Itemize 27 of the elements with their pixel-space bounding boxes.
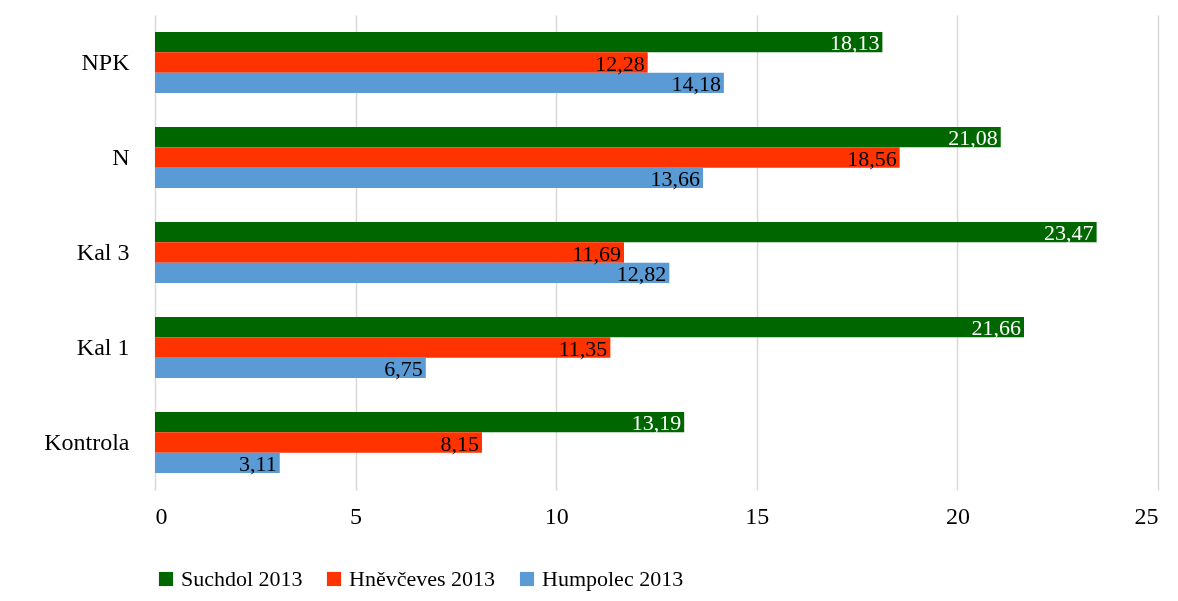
- data-label: 6,75: [384, 355, 423, 381]
- data-label: 21,08: [948, 125, 998, 151]
- data-label: 13,66: [650, 165, 701, 191]
- x-tick-label: 25: [1134, 502, 1159, 529]
- data-label: 23,47: [1044, 220, 1094, 246]
- data-label: 8,15: [440, 430, 479, 456]
- y-tick-label: Kontrola: [44, 428, 130, 455]
- y-tick-label: N: [112, 143, 130, 170]
- data-label: 18,56: [847, 145, 897, 171]
- y-tick-label: Kal 1: [76, 333, 130, 360]
- legend-label: Humpolec 2013: [542, 566, 684, 591]
- data-label: 11,35: [558, 335, 608, 361]
- legend-label: Suchdol 2013: [181, 566, 303, 591]
- legend-label: Hněvčeves 2013: [349, 566, 496, 591]
- x-tick-label: 5: [350, 502, 363, 529]
- data-label: 3,11: [239, 450, 277, 476]
- data-label: 13,19: [631, 410, 682, 436]
- x-tick-label: 15: [745, 502, 770, 529]
- data-label: 14,18: [671, 70, 721, 96]
- data-label: 21,66: [971, 315, 1021, 341]
- y-tick-label: Kal 3: [76, 238, 130, 265]
- x-tick-label: 10: [544, 502, 569, 529]
- data-label: 18,13: [829, 30, 880, 56]
- x-tick-label: 0: [155, 502, 168, 529]
- data-label: 12,28: [595, 50, 645, 76]
- y-tick-label: NPK: [81, 48, 131, 75]
- x-tick-label: 20: [945, 502, 970, 529]
